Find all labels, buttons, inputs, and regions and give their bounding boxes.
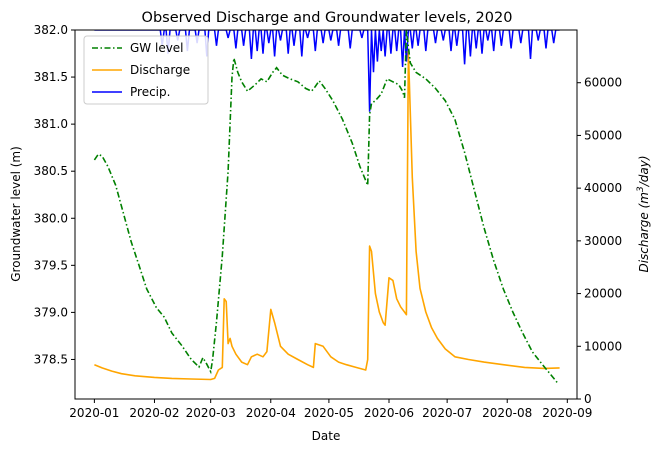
y-axis-left-label: Groundwater level (m) <box>9 146 23 282</box>
series-line-precip <box>94 30 560 112</box>
y-right-tick-label: 0 <box>584 392 592 406</box>
x-tick-label: 2020-09 <box>542 406 592 420</box>
series-line-gw <box>93 30 559 384</box>
y-left-tick-label: 382.0 <box>34 23 68 37</box>
legend-label-discharge: Discharge <box>130 63 190 77</box>
y-right-tick-label: 40000 <box>584 181 622 195</box>
legend-box <box>83 35 209 105</box>
y-axis-right: 0 10000 20000 30000 40000 50000 60000 <box>577 76 622 406</box>
series-line-discharge <box>94 50 560 381</box>
plot-frame <box>74 29 578 400</box>
y-left-tick-label: 380.5 <box>34 164 68 178</box>
y-axis-right-label-sup: 3 <box>636 186 646 192</box>
series-layer <box>93 30 560 384</box>
x-axis: 2020-01 2020-02 2020-03 2020-04 2020-05 2020-… <box>69 399 592 420</box>
y-right-tick-label: 30000 <box>584 234 622 248</box>
y-left-tick-label: 381.0 <box>34 117 68 131</box>
x-tick-label: 2020-05 <box>304 406 354 420</box>
legend-label-precip: Precip. <box>130 85 170 99</box>
x-tick-label: 2020-04 <box>246 406 296 420</box>
y-left-tick-label: 380.0 <box>34 211 68 225</box>
y-right-tick-label: 50000 <box>584 128 622 142</box>
y-right-tick-label: 20000 <box>584 287 622 301</box>
x-tick-label: 2020-06 <box>364 406 414 420</box>
legend-label-gw: GW level <box>130 41 184 55</box>
y-axis-right-label: Discharge (m3/day) <box>636 155 651 272</box>
x-tick-label: 2020-07 <box>422 406 472 420</box>
y-left-tick-label: 379.5 <box>34 258 68 272</box>
y-left-tick-label: 381.5 <box>34 70 68 84</box>
y-right-tick-label: 60000 <box>584 76 622 90</box>
y-axis-left: 378.5 379.0 379.5 380.0 380.5 381.0 381.5 382.0 <box>34 23 75 366</box>
x-tick-label: 2020-03 <box>186 406 236 420</box>
legend: GW level Discharge Precip. <box>83 35 209 105</box>
y-left-tick-label: 378.5 <box>34 352 68 366</box>
y-axis-right-label-suffix: /day) <box>637 155 651 187</box>
y-left-tick-label: 379.0 <box>34 305 68 319</box>
x-tick-label: 2020-08 <box>482 406 532 420</box>
chart-title: Observed Discharge and Groundwater level… <box>142 10 513 26</box>
x-tick-label: 2020-02 <box>129 406 179 420</box>
x-tick-label: 2020-01 <box>69 406 119 420</box>
x-axis-label: Date <box>312 429 341 443</box>
y-right-tick-label: 10000 <box>584 339 622 353</box>
y-axis-right-label-prefix: Discharge (m <box>637 192 651 273</box>
